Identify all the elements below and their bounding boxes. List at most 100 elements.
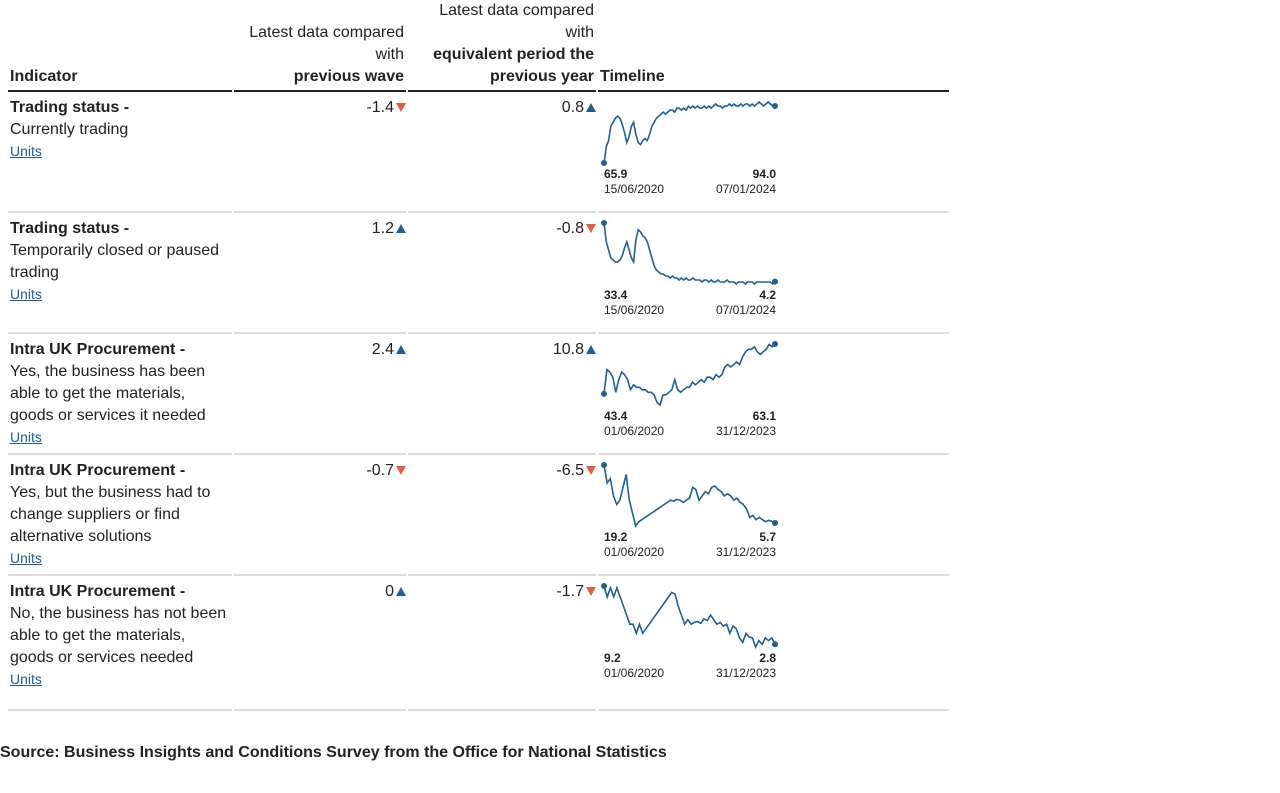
table-row: Trading status - Currently trading Units… (8, 92, 949, 213)
timeline-cell: 65.9 94.0 15/06/2020 07/01/2024 (598, 92, 949, 213)
indicator-title: Trading status - (10, 220, 130, 237)
indicator-cell: Intra UK Procurement - Yes, but the busi… (8, 455, 232, 576)
source-note: Source: Business Insights and Conditions… (0, 744, 667, 761)
start-date-label: 15/06/2020 (604, 303, 664, 317)
indicator-cell: Trading status - Temporarily closed or p… (8, 213, 232, 334)
sparkline: 9.2 2.8 01/06/2020 31/12/2023 (601, 583, 778, 680)
table-row: Intra UK Procurement - Yes, but the busi… (8, 455, 949, 576)
year-change-value: -1.7 (556, 583, 584, 600)
start-date-label: 01/06/2020 (604, 666, 664, 680)
year-change-value: -6.5 (556, 462, 584, 479)
triangle-down-icon (586, 466, 596, 476)
year-change-cell: -1.7 (408, 576, 596, 711)
year-change-value: 10.8 (552, 341, 584, 358)
sparkline: 65.9 94.0 15/06/2020 07/01/2024 (601, 100, 778, 196)
start-value-label: 9.2 (604, 651, 621, 665)
indicator-title: Intra UK Procurement - (10, 341, 186, 358)
indicator-title: Trading status - (10, 99, 130, 116)
units-link[interactable]: Units (10, 550, 42, 566)
triangle-up-icon (396, 345, 406, 355)
year-change-cell: 0.8 (408, 92, 596, 213)
end-value-label: 94.0 (753, 167, 777, 181)
year-change-value: -0.8 (556, 220, 584, 237)
indicator-cell: Intra UK Procurement - No, the business … (8, 576, 232, 711)
triangle-down-icon (586, 224, 596, 234)
end-value-label: 5.7 (759, 530, 776, 544)
wave-change-value: -1.4 (366, 99, 394, 116)
end-point (772, 519, 778, 526)
timeline-cell: 43.4 63.1 01/06/2020 31/12/2023 (598, 334, 949, 455)
table-row: Trading status - Temporarily closed or p… (8, 213, 949, 334)
start-date-label: 15/06/2020 (604, 182, 664, 196)
end-date-label: 07/01/2024 (716, 182, 776, 196)
triangle-down-icon (586, 587, 596, 597)
end-value-label: 63.1 (753, 409, 777, 423)
start-point (601, 583, 607, 589)
wave-change-value: 2.4 (371, 341, 394, 358)
header-previous-wave: Latest data compared with previous wave (234, 0, 406, 92)
indicator-description: Yes, but the business had to change supp… (10, 484, 211, 545)
triangle-down-icon (396, 466, 406, 476)
header-indicator: Indicator (8, 0, 232, 92)
year-change-cell: 10.8 (408, 334, 596, 455)
header-previous-year: Latest data compared with equivalent peri… (408, 0, 596, 92)
series-line (603, 464, 776, 528)
start-point (601, 220, 607, 226)
units-link[interactable]: Units (10, 286, 42, 302)
table-row: Intra UK Procurement - No, the business … (8, 576, 949, 711)
triangle-up-icon (586, 103, 596, 113)
indicator-description: No, the business has not been able to ge… (10, 605, 227, 666)
year-change-value: 0.8 (561, 99, 584, 116)
end-point (772, 641, 778, 648)
wave-change-cell: 1.2 (234, 213, 406, 334)
indicator-description: Temporarily closed or paused trading (10, 242, 219, 281)
end-value-label: 4.2 (759, 288, 776, 302)
timeline-cell: 9.2 2.8 01/06/2020 31/12/2023 (598, 576, 949, 711)
series-line (603, 100, 775, 164)
triangle-up-icon (586, 345, 596, 355)
triangle-up-icon (396, 224, 406, 234)
wave-change-value: 1.2 (371, 220, 394, 237)
units-link[interactable]: Units (10, 671, 42, 687)
sparkline: 19.2 5.7 01/06/2020 31/12/2023 (601, 462, 778, 559)
start-point (601, 160, 607, 166)
start-value-label: 65.9 (604, 167, 628, 181)
header-timeline: Timeline (598, 0, 949, 92)
end-date-label: 31/12/2023 (716, 545, 776, 559)
year-change-cell: -0.8 (408, 213, 596, 334)
wave-change-cell: -1.4 (234, 92, 406, 213)
units-link[interactable]: Units (10, 143, 42, 159)
end-point (772, 278, 778, 285)
start-value-label: 19.2 (604, 530, 628, 544)
end-date-label: 07/01/2024 (716, 303, 776, 317)
indicator-title: Intra UK Procurement - (10, 462, 186, 479)
triangle-up-icon (396, 587, 406, 597)
end-date-label: 31/12/2023 (716, 424, 776, 438)
year-change-cell: -6.5 (408, 455, 596, 576)
indicator-cell: Intra UK Procurement - Yes, the business… (8, 334, 232, 455)
wave-change-cell: 0 (234, 576, 406, 711)
end-value-label: 2.8 (759, 651, 776, 665)
start-value-label: 33.4 (604, 288, 628, 302)
end-point (772, 103, 778, 110)
indicator-description: Yes, the business has been able to get t… (10, 363, 206, 424)
indicator-table: Indicator Latest data compared with previ… (6, 0, 951, 711)
series-line (603, 585, 776, 650)
indicator-cell: Trading status - Currently trading Units (8, 92, 232, 213)
start-point (601, 462, 607, 468)
header-row: Indicator Latest data compared with previ… (8, 0, 949, 92)
triangle-down-icon (396, 103, 406, 113)
end-point (772, 341, 778, 347)
series-line (603, 222, 776, 286)
sparkline: 33.4 4.2 15/06/2020 07/01/2024 (601, 220, 778, 317)
end-date-label: 31/12/2023 (716, 666, 776, 680)
start-value-label: 43.4 (604, 409, 628, 423)
indicator-description: Currently trading (10, 121, 129, 138)
units-link[interactable]: Units (10, 429, 42, 445)
wave-change-value: -0.7 (366, 462, 394, 479)
wave-change-value: 0 (385, 583, 394, 600)
timeline-cell: 33.4 4.2 15/06/2020 07/01/2024 (598, 213, 949, 334)
series-line (603, 343, 776, 407)
table-row: Intra UK Procurement - Yes, the business… (8, 334, 949, 455)
indicator-title: Intra UK Procurement - (10, 583, 186, 600)
